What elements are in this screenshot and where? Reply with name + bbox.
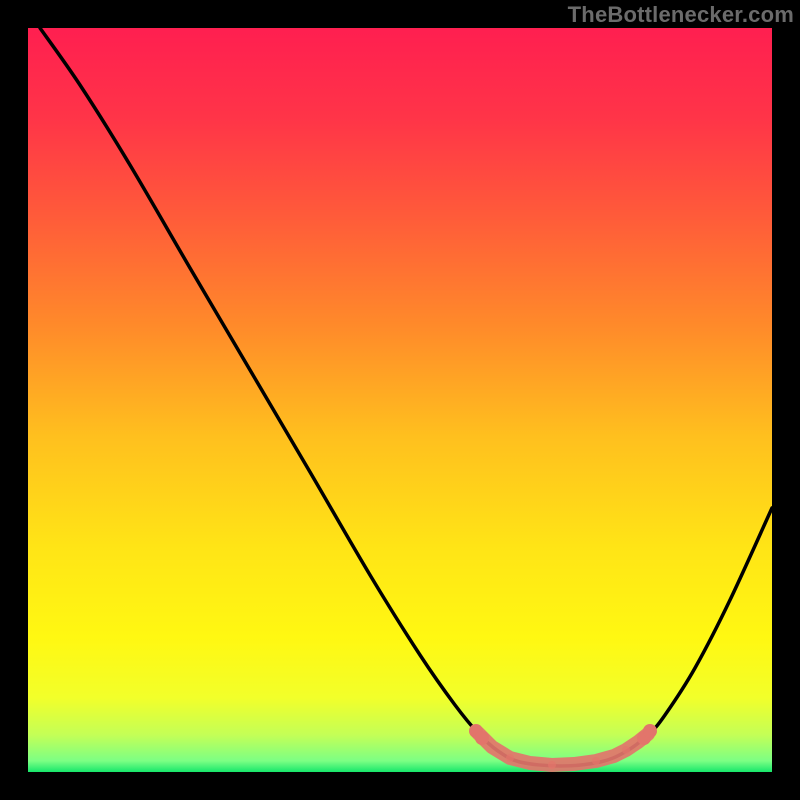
marker-dot	[506, 754, 514, 762]
marker-dot	[622, 746, 630, 754]
marker-dot	[548, 761, 556, 769]
watermark-text: TheBottlenecker.com	[568, 2, 794, 28]
marker-endcap	[643, 724, 657, 738]
marker-endcap	[475, 731, 489, 745]
plot-background	[28, 28, 772, 772]
chart-container: TheBottlenecker.com	[0, 0, 800, 800]
marker-dot	[592, 757, 600, 765]
bottleneck-chart	[0, 0, 800, 800]
